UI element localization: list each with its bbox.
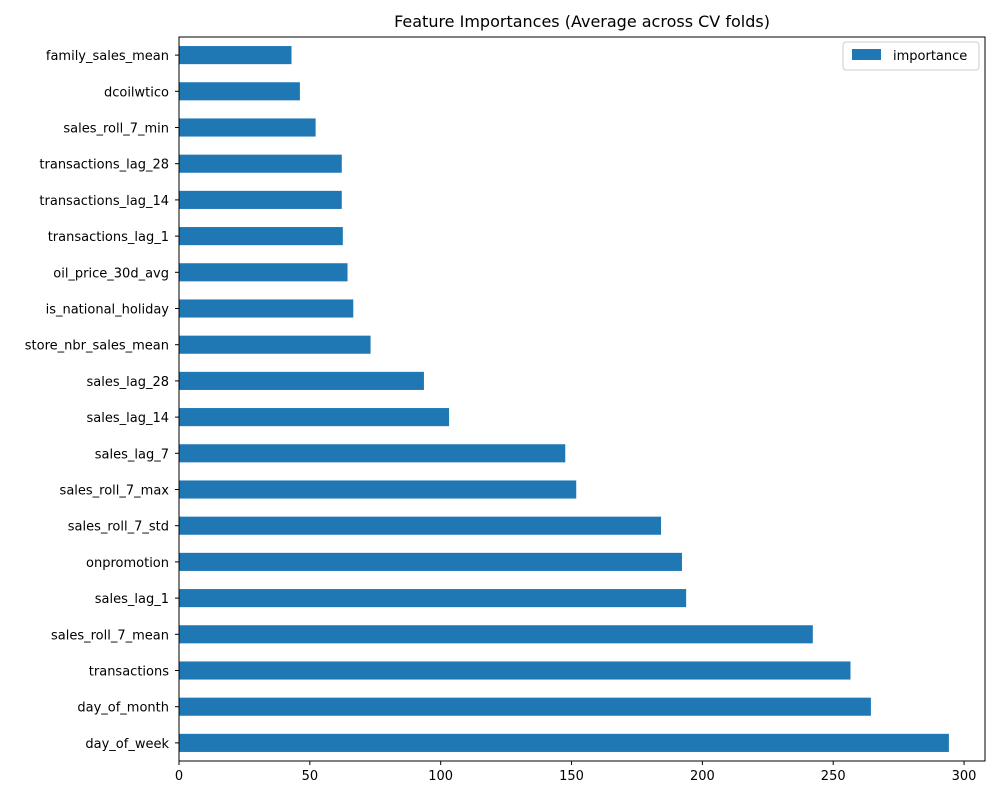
bar-transactions-lag-28 — [179, 154, 342, 173]
bar-sales-roll-7-min — [179, 118, 316, 137]
bar-onpromotion — [179, 552, 682, 571]
bar-sales-roll-7-mean — [179, 625, 813, 644]
y-tick-label: transactions_lag_1 — [48, 230, 169, 245]
y-tick-label: day_of_week — [85, 737, 169, 752]
bar-sales-lag-28 — [179, 371, 424, 390]
y-tick-label: transactions_lag_14 — [39, 194, 169, 209]
plot-frame — [178, 36, 986, 762]
bar-transactions-lag-1 — [179, 227, 343, 246]
x-axis: 0 50 100 150 200 250 300 — [175, 761, 977, 784]
y-tick-label: dcoilwtico — [104, 85, 169, 100]
y-tick-label: sales_lag_1 — [95, 592, 169, 607]
x-tick-label: 0 — [175, 769, 183, 784]
bar-sales-lag-14 — [179, 408, 450, 427]
y-tick-label: sales_roll_7_max — [60, 484, 170, 499]
bar-sales-lag-1 — [179, 589, 687, 608]
x-tick-label: 200 — [690, 769, 715, 784]
x-tick-label: 300 — [952, 769, 977, 784]
legend-swatch — [852, 49, 881, 60]
y-tick-label: sales_roll_7_mean — [51, 628, 169, 643]
y-tick-label: sales_roll_7_std — [68, 520, 169, 535]
y-tick-label: store_nbr_sales_mean — [25, 339, 169, 354]
x-tick-label: 150 — [559, 769, 584, 784]
bar-sales-roll-7-std — [179, 516, 662, 535]
y-tick-label: day_of_month — [77, 701, 169, 716]
y-tick-label: sales_roll_7_min — [63, 122, 169, 137]
x-tick-label: 100 — [428, 769, 453, 784]
y-tick-label: oil_price_30d_avg — [53, 266, 169, 281]
bar-sales-lag-7 — [179, 444, 566, 463]
bar-transactions — [179, 661, 851, 680]
legend-label: importance — [893, 49, 967, 64]
y-tick-label: onpromotion — [86, 556, 169, 571]
bar-store-nbr-sales-mean — [179, 335, 371, 354]
bar-day-of-week — [179, 733, 949, 752]
bar-sales-roll-7-max — [179, 480, 577, 499]
bar-dcoilwtico — [179, 82, 300, 101]
y-tick-label: transactions_lag_28 — [39, 158, 169, 173]
y-tick-label: sales_lag_7 — [95, 447, 169, 462]
bar-day-of-month — [179, 697, 871, 716]
x-tick-label: 250 — [821, 769, 846, 784]
chart-title: Feature Importances (Average across CV f… — [394, 12, 770, 31]
y-tick-label: sales_lag_28 — [87, 375, 170, 390]
legend: importance — [842, 41, 980, 71]
bars-group — [179, 46, 949, 752]
y-tick-label: sales_lag_14 — [87, 411, 170, 426]
y-tick-label: transactions — [89, 665, 169, 680]
y-tick-label: family_sales_mean — [46, 49, 169, 64]
bar-oil-price-30d-avg — [179, 263, 348, 282]
x-tick-label: 50 — [302, 769, 319, 784]
bar-family-sales-mean — [179, 46, 292, 65]
bar-transactions-lag-14 — [179, 190, 342, 209]
y-axis: day_of_week day_of_month transactions sales… — [25, 49, 179, 752]
bar-is-national-holiday — [179, 299, 354, 318]
y-tick-label: is_national_holiday — [46, 303, 170, 318]
